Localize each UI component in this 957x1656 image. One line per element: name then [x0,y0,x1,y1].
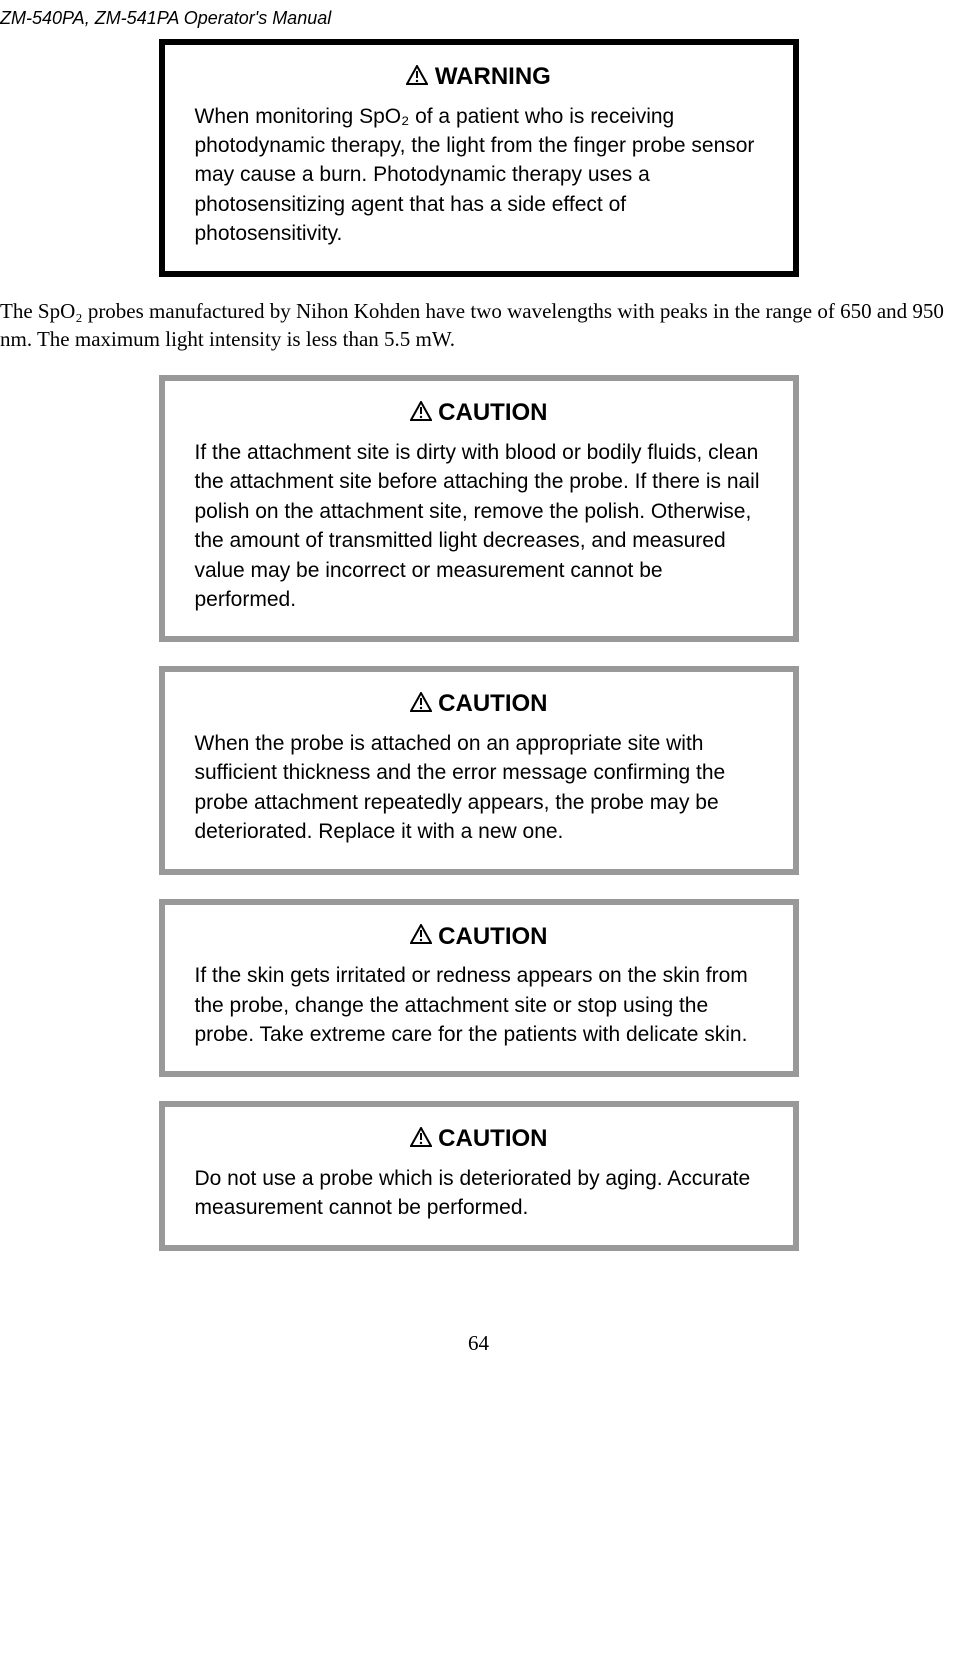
warning-triangle-icon [406,64,428,92]
body-paragraph: The SpO₂ probes manufactured by Nihon Ko… [0,297,957,354]
caution-box-1: CAUTION If the attachment site is dirty … [159,375,799,642]
caution-title: CAUTION [438,1125,547,1152]
caution-text: If the skin gets irritated or redness ap… [195,961,763,1049]
caution-title-row: CAUTION [195,690,763,719]
caution-box-2: CAUTION When the probe is attached on an… [159,666,799,874]
caution-box-4: CAUTION Do not use a probe which is dete… [159,1101,799,1250]
caution-text: If the attachment site is dirty with blo… [195,438,763,614]
caution-triangle-icon [410,400,432,428]
warning-title: WARNING [435,63,551,90]
page-number: 64 [0,1331,957,1356]
caution-box-3: CAUTION If the skin gets irritated or re… [159,899,799,1078]
document-header: ZM-540PA, ZM-541PA Operator's Manual [0,0,957,39]
caution-title: CAUTION [438,690,547,717]
warning-box: WARNING When monitoring SpO₂ of a patien… [159,39,799,277]
caution-title-row: CAUTION [195,1125,763,1154]
caution-title: CAUTION [438,399,547,426]
caution-triangle-icon [410,691,432,719]
caution-title-row: CAUTION [195,923,763,952]
caution-title: CAUTION [438,923,547,950]
caution-text: Do not use a probe which is deteriorated… [195,1164,763,1223]
warning-text: When monitoring SpO₂ of a patient who is… [195,102,763,249]
caution-triangle-icon [410,923,432,951]
warning-title-row: WARNING [195,63,763,92]
caution-triangle-icon [410,1126,432,1154]
caution-text: When the probe is attached on an appropr… [195,729,763,847]
caution-title-row: CAUTION [195,399,763,428]
